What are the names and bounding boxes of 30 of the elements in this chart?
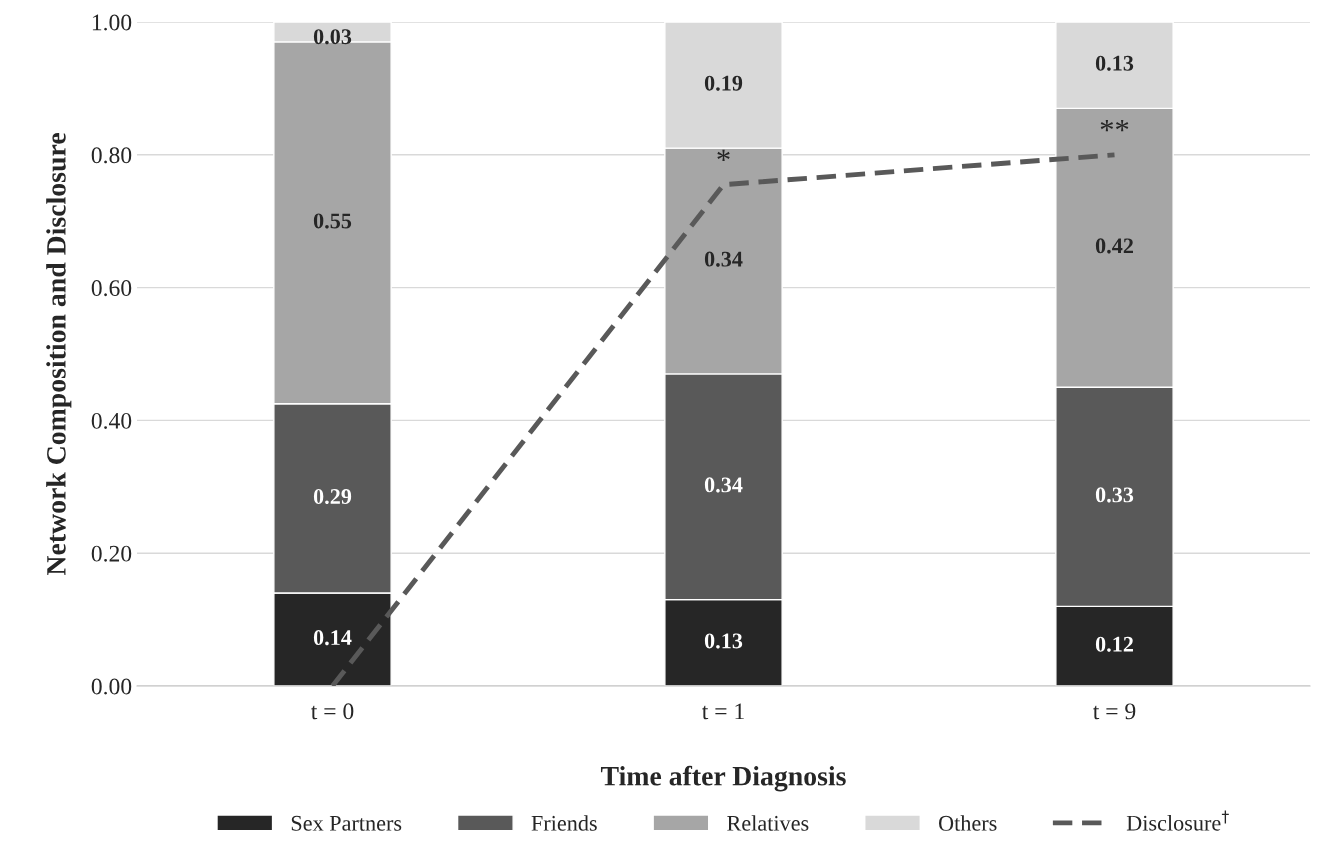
data-label: 0.29: [313, 488, 352, 505]
y-tick-label: 1.00: [92, 14, 132, 31]
y-tick-label: 0.40: [91, 412, 132, 429]
x-axis-title: Time after Diagnosis: [600, 765, 846, 792]
data-label: 0.03: [313, 29, 352, 45]
y-tick-label: 0.60: [91, 280, 132, 297]
data-label: 0.13: [1095, 55, 1134, 71]
data-label: 0.55: [313, 213, 352, 229]
x-tick-label: t = 0: [310, 703, 354, 720]
y-axis-title: Network Composition and Disclosure: [46, 133, 72, 576]
x-tick-label: t = 9: [1092, 703, 1136, 720]
legend-label: Relatives: [727, 815, 809, 831]
legend-label: Sex Partners: [291, 815, 402, 831]
annotation: *: [717, 149, 730, 162]
legend-label: Friends: [531, 815, 597, 831]
data-label: 0.34: [704, 251, 743, 267]
y-tick-label: 0.20: [91, 545, 132, 562]
data-label: 0.19: [704, 75, 743, 91]
data-label: 0.12: [1095, 636, 1133, 652]
data-label: 0.34: [704, 477, 743, 493]
data-label: 0.33: [1095, 487, 1134, 503]
y-tick-label: 0.80: [91, 147, 132, 164]
data-label: 0.13: [704, 633, 743, 649]
y-tick-label: 0.00: [91, 678, 132, 695]
legend-label: Others: [938, 815, 997, 831]
annotation: **: [1100, 119, 1129, 132]
data-label: 0.42: [1095, 238, 1133, 254]
x-tick-label: t = 1: [701, 703, 744, 720]
data-label: 0.14: [313, 630, 352, 646]
legend-label: Disclosure$^{†}$: [1126, 810, 1229, 831]
